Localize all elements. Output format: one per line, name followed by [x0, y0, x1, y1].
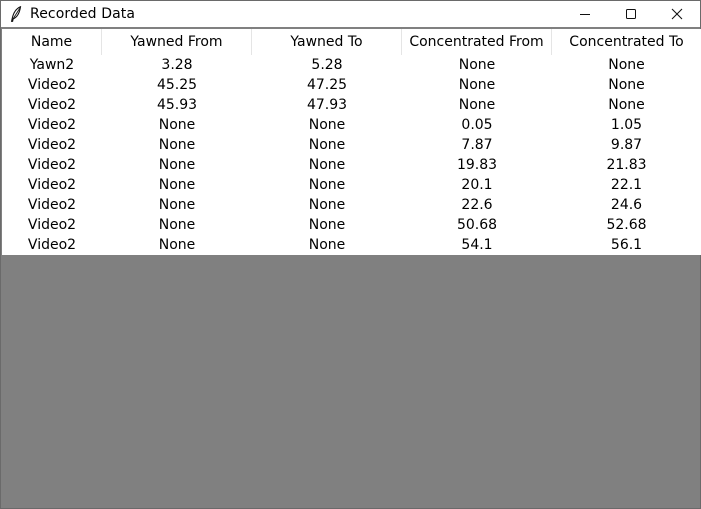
cell-yawned-from: 3.28: [161, 57, 193, 73]
table-row[interactable]: Video2 None None 20.1 22.1: [2, 175, 701, 195]
maximize-icon: [625, 5, 637, 24]
column-header-concentrated-to[interactable]: Concentrated To: [569, 34, 684, 50]
feather-icon: [9, 5, 23, 23]
cell-concentrated-from: None: [458, 77, 496, 93]
cell-concentrated-from: 54.1: [461, 237, 493, 253]
table-row[interactable]: Video2 None None 54.1 56.1: [2, 235, 701, 255]
cell-yawned-to: None: [308, 217, 346, 233]
cell-yawned-from: None: [158, 217, 196, 233]
window-controls: [562, 1, 700, 27]
cell-name: Video2: [27, 217, 77, 233]
title-bar[interactable]: Recorded Data: [1, 1, 700, 27]
cell-name: Video2: [27, 97, 77, 113]
window-title: Recorded Data: [30, 6, 136, 22]
table-header: Name Yawned From Yawned To Concentrated …: [2, 29, 701, 55]
cell-concentrated-from: 20.1: [461, 177, 493, 193]
cell-yawned-to: None: [308, 157, 346, 173]
cell-yawned-from: 45.25: [156, 77, 198, 93]
close-icon: [671, 5, 683, 24]
recorded-data-table[interactable]: Name Yawned From Yawned To Concentrated …: [2, 29, 701, 255]
cell-concentrated-to: None: [608, 97, 645, 113]
table-row[interactable]: Video2 None None 7.87 9.87: [2, 135, 701, 155]
table-row[interactable]: Video2 45.93 47.93 None None: [2, 95, 701, 115]
cell-concentrated-from: 50.68: [456, 217, 498, 233]
cell-concentrated-to: None: [608, 57, 645, 73]
cell-yawned-to: None: [308, 117, 346, 133]
column-header-yawned-to[interactable]: Yawned To: [252, 29, 402, 55]
cell-yawned-from: None: [158, 117, 196, 133]
cell-yawned-to: 5.28: [311, 57, 343, 73]
table-row[interactable]: Video2 None None 22.6 24.6: [2, 195, 701, 215]
cell-yawned-from: None: [158, 137, 196, 153]
cell-yawned-from: None: [158, 237, 196, 253]
cell-name: Video2: [27, 77, 77, 93]
cell-yawned-from: None: [158, 157, 196, 173]
column-header-name[interactable]: Name: [2, 29, 102, 55]
cell-name: Video2: [27, 197, 77, 213]
cell-name: Video2: [27, 117, 77, 133]
maximize-button[interactable]: [608, 1, 654, 27]
cell-concentrated-to: 24.6: [610, 197, 643, 213]
minimize-icon: [579, 5, 591, 24]
cell-concentrated-to: 52.68: [606, 217, 647, 233]
cell-concentrated-from: 7.87: [461, 137, 493, 153]
cell-yawned-from: None: [158, 197, 196, 213]
table-row[interactable]: Video2 45.25 47.25 None None: [2, 75, 701, 95]
cell-name: Video2: [27, 237, 77, 253]
cell-concentrated-to: 1.05: [610, 117, 643, 133]
cell-concentrated-to: None: [608, 77, 645, 93]
cell-concentrated-from: 0.05: [461, 117, 493, 133]
cell-name: Yawn2: [29, 57, 75, 73]
cell-concentrated-to: 56.1: [610, 237, 643, 253]
cell-concentrated-from: 22.6: [461, 197, 493, 213]
column-header-concentrated-from[interactable]: Concentrated From: [402, 29, 552, 55]
cell-name: Video2: [27, 157, 77, 173]
cell-concentrated-to: 21.83: [606, 157, 647, 173]
cell-yawned-to: None: [308, 197, 346, 213]
cell-concentrated-from: None: [458, 97, 496, 113]
column-header-yawned-from[interactable]: Yawned From: [102, 29, 252, 55]
close-button[interactable]: [654, 1, 700, 27]
table-row[interactable]: Yawn2 3.28 5.28 None None: [2, 55, 701, 75]
cell-yawned-to: None: [308, 177, 346, 193]
cell-yawned-to: None: [308, 237, 346, 253]
cell-name: Video2: [27, 137, 77, 153]
cell-yawned-from: 45.93: [156, 97, 198, 113]
cell-yawned-from: None: [158, 177, 196, 193]
cell-name: Video2: [27, 177, 77, 193]
cell-yawned-to: 47.93: [306, 97, 348, 113]
minimize-button[interactable]: [562, 1, 608, 27]
cell-yawned-to: 47.25: [306, 77, 348, 93]
cell-concentrated-to: 22.1: [610, 177, 643, 193]
cell-concentrated-from: None: [458, 57, 496, 73]
cell-concentrated-to: 9.87: [610, 137, 643, 153]
table-body: Yawn2 3.28 5.28 None None Video2 45.25 47.25 Non…: [2, 55, 701, 255]
table-row[interactable]: Video2 None None 0.05 1.05: [2, 115, 701, 135]
cell-yawned-to: None: [308, 137, 346, 153]
table-row[interactable]: Video2 None None 19.83 21.83: [2, 155, 701, 175]
table-row[interactable]: Video2 None None 50.68 52.68: [2, 215, 701, 235]
cell-concentrated-from: 19.83: [456, 157, 498, 173]
